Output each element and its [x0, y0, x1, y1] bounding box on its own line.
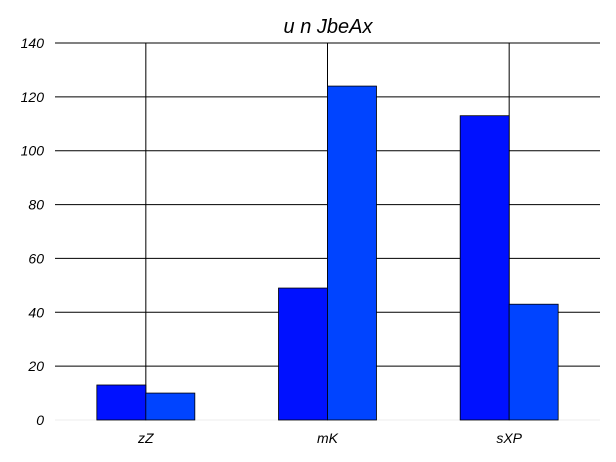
x-tick-label: mK	[317, 430, 339, 446]
x-tick-label: zZ	[137, 430, 154, 446]
y-tick-label: 60	[28, 250, 44, 266]
x-tick-label: sXP	[496, 430, 522, 446]
x-axis-ticks: zZ mK sXP	[137, 430, 523, 446]
y-axis-ticks: 0 20 40 60 80 100 120 140	[21, 35, 45, 428]
chart-title: u n JbeAx	[284, 16, 374, 38]
bars	[97, 86, 558, 420]
bar	[328, 86, 377, 420]
y-tick-label: 100	[21, 143, 45, 159]
y-tick-label: 40	[28, 304, 44, 320]
bar	[97, 385, 146, 420]
bar	[146, 393, 195, 420]
y-tick-label: 120	[21, 89, 45, 105]
y-tick-label: 0	[36, 412, 44, 428]
y-tick-label: 80	[28, 197, 44, 213]
bar	[279, 288, 328, 420]
y-tick-label: 20	[27, 358, 44, 374]
bar	[460, 116, 509, 420]
bar	[509, 304, 558, 420]
y-tick-label: 140	[21, 35, 45, 51]
